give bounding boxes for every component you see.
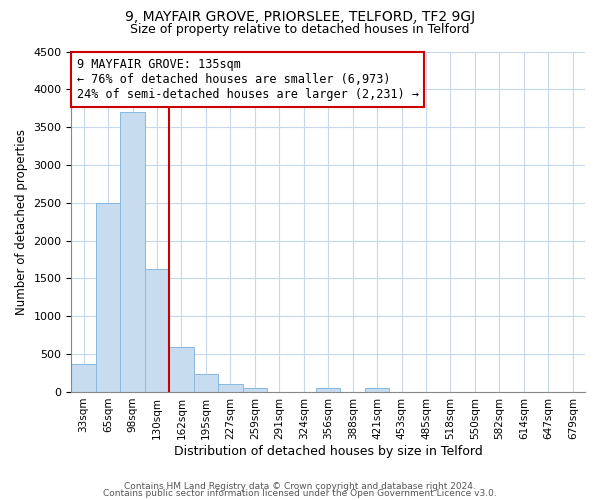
Text: 9, MAYFAIR GROVE, PRIORSLEE, TELFORD, TF2 9GJ: 9, MAYFAIR GROVE, PRIORSLEE, TELFORD, TF…: [125, 10, 475, 24]
Bar: [96, 203, 121, 392]
Text: Size of property relative to detached houses in Telford: Size of property relative to detached ho…: [130, 22, 470, 36]
Text: Contains HM Land Registry data © Crown copyright and database right 2024.: Contains HM Land Registry data © Crown c…: [124, 482, 476, 491]
Bar: [316, 388, 340, 392]
Bar: [242, 388, 267, 392]
Text: 9 MAYFAIR GROVE: 135sqm
← 76% of detached houses are smaller (6,973)
24% of semi: 9 MAYFAIR GROVE: 135sqm ← 76% of detache…: [77, 58, 419, 102]
X-axis label: Distribution of detached houses by size in Telford: Distribution of detached houses by size …: [174, 444, 482, 458]
Bar: [145, 269, 169, 392]
Bar: [194, 374, 218, 392]
Bar: [121, 112, 145, 392]
Bar: [169, 346, 194, 392]
Text: Contains public sector information licensed under the Open Government Licence v3: Contains public sector information licen…: [103, 490, 497, 498]
Y-axis label: Number of detached properties: Number of detached properties: [15, 128, 28, 314]
Bar: [71, 364, 96, 392]
Bar: [365, 388, 389, 392]
Bar: [218, 384, 242, 392]
